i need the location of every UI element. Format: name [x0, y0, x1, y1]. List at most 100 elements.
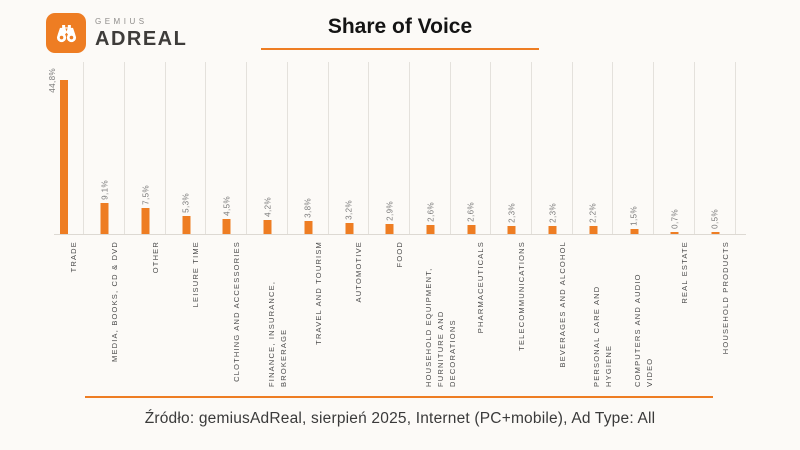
bar-value-label: 0,7%: [670, 209, 680, 229]
plot-cell: 1,5%: [623, 62, 665, 235]
category-label-cell: TELECOMMUNICATIONS: [502, 235, 543, 393]
plot-cell: 44,8%: [48, 62, 95, 235]
gridline: [124, 62, 125, 234]
gridline: [531, 62, 533, 234]
category-label: BEVERAGES AND ALCOHOL: [557, 241, 567, 368]
logo-text: GEMIUS ADREAL: [95, 17, 187, 49]
bar-value-label: 1,5%: [629, 206, 639, 226]
bar-columns: 44,8% TRADE 9,1% MEDIA, BOOKS, CD & DVD 7,5%…: [48, 62, 746, 393]
gridline: [693, 62, 695, 234]
source-note: Źródło: gemiusAdReal, sierpień 2025, Int…: [144, 410, 656, 427]
plot-cell: 5,3%: [176, 62, 217, 235]
footer-divider: [85, 396, 713, 398]
bar: [182, 216, 191, 234]
bar-column: 3,2% AUTOMOTIVE: [338, 62, 380, 393]
category-label: FOOD: [394, 241, 404, 268]
category-label-cell: MEDIA, BOOKS, CD & DVD: [95, 235, 136, 393]
plot-cell: 0,7%: [664, 62, 706, 235]
bar-group: 7,5%: [141, 185, 150, 234]
gridline: [653, 62, 655, 234]
bar-value-label: 3,8%: [303, 198, 313, 218]
bar: [141, 208, 150, 234]
bar-group: 4,2%: [263, 197, 272, 234]
category-label-cell: TRADE: [54, 235, 95, 393]
bar-group: 4,5%: [222, 196, 231, 234]
gridline: [571, 62, 573, 234]
category-label: COMPUTERS AND AUDIO VIDEO: [633, 273, 655, 387]
category-label: HOUSEHOLD EQUIPMENT, FURNITURE AND DECOR…: [423, 267, 457, 387]
plot-cell: 4,5%: [216, 62, 258, 235]
bar: [304, 221, 313, 234]
gridline: [246, 62, 248, 234]
plot-cell: 2,2%: [583, 62, 624, 235]
bar: [548, 226, 557, 234]
bar-column: 0,5% HOUSEHOLD PRODUCTS: [705, 62, 746, 393]
category-label: REAL ESTATE: [679, 241, 689, 304]
bar-value-label: 44,8%: [48, 68, 58, 93]
bar-value-label: 4,5%: [222, 196, 232, 216]
category-label-cell: HOUSEHOLD EQUIPMENT, FURNITURE AND DECOR…: [420, 235, 461, 393]
bar-value-label: 5,3%: [181, 193, 191, 213]
logo-adreal-text: ADREAL: [95, 28, 188, 50]
chart-title: Share of Voice: [327, 15, 473, 38]
plot-cell: 2,9%: [379, 62, 421, 235]
logo-gemius-text: GEMIUS: [95, 17, 148, 26]
bar: [467, 225, 476, 234]
plot-cell: 4,2%: [257, 62, 299, 235]
category-label-cell: REAL ESTATE: [665, 235, 706, 393]
gridline: [164, 62, 166, 234]
gridline: [490, 62, 492, 234]
gridline: [734, 62, 736, 234]
logo: GEMIUS ADREAL: [46, 13, 187, 53]
plot-cell: 3,2%: [338, 62, 380, 235]
bar-group: 3,2%: [345, 200, 354, 234]
category-label-cell: PHARMACEUTICALS: [461, 235, 502, 393]
bar: [507, 226, 516, 234]
category-label: OTHER: [150, 241, 160, 274]
bar-column: 3,8% TRAVEL AND TOURISM: [298, 62, 339, 393]
bar: [60, 80, 69, 234]
gridline: [205, 62, 207, 234]
bar-column: 0,7% REAL ESTATE: [664, 62, 706, 393]
bar-group: 2,6%: [426, 202, 435, 234]
bar-column: 44,8% TRADE: [48, 62, 95, 393]
category-label: PERSONAL CARE AND HYGIENE: [592, 285, 614, 387]
category-label: CLOTHING AND ACCESSORIES: [232, 241, 242, 382]
bar: [670, 232, 679, 234]
bar-value-label: 2,3%: [507, 203, 517, 223]
bar-value-label: 0,5%: [710, 209, 720, 229]
gridline: [612, 62, 614, 234]
gridline: [449, 62, 451, 234]
bar-column: 5,3% LEISURE TIME: [176, 62, 217, 393]
bar-group: 1,5%: [630, 206, 639, 234]
bar-column: 9,1% MEDIA, BOOKS, CD & DVD: [94, 62, 136, 393]
gridline: [408, 62, 410, 234]
bar-column: 2,6% PHARMACEUTICALS: [461, 62, 502, 393]
bar: [263, 220, 272, 234]
category-label-cell: HOUSEHOLD PRODUCTS: [705, 235, 746, 393]
bar: [711, 232, 720, 234]
bar: [100, 203, 109, 234]
bar-value-label: 2,3%: [548, 203, 558, 223]
bar-value-label: 3,2%: [344, 200, 354, 220]
category-label-cell: LEISURE TIME: [176, 235, 217, 393]
category-label: MEDIA, BOOKS, CD & DVD: [110, 241, 120, 362]
bar-column: 7,5% OTHER: [135, 62, 177, 393]
gridline: [327, 62, 329, 234]
category-label: PHARMACEUTICALS: [476, 241, 486, 334]
plot-cell: 2,6%: [461, 62, 502, 235]
bar-value-label: 2,6%: [426, 202, 435, 222]
bar-group: 44,8%: [48, 68, 69, 234]
bar-column: 1,5% COMPUTERS AND AUDIO VIDEO: [623, 62, 665, 393]
bar-group: 0,7%: [670, 209, 679, 234]
bar-group: 2,3%: [507, 203, 516, 234]
category-label-cell: FINANCE, INSURANCE, BROKERAGE: [258, 235, 299, 393]
category-label-cell: BEVERAGES AND ALCOHOL: [542, 235, 583, 393]
bar: [630, 229, 639, 234]
category-label-cell: PERSONAL CARE AND HYGIENE: [583, 235, 624, 393]
plot-cell: 2,3%: [542, 62, 584, 235]
bar-value-label: 2,2%: [588, 203, 598, 223]
bar-group: 2,3%: [548, 203, 557, 234]
title-block: Share of Voice: [261, 15, 539, 50]
